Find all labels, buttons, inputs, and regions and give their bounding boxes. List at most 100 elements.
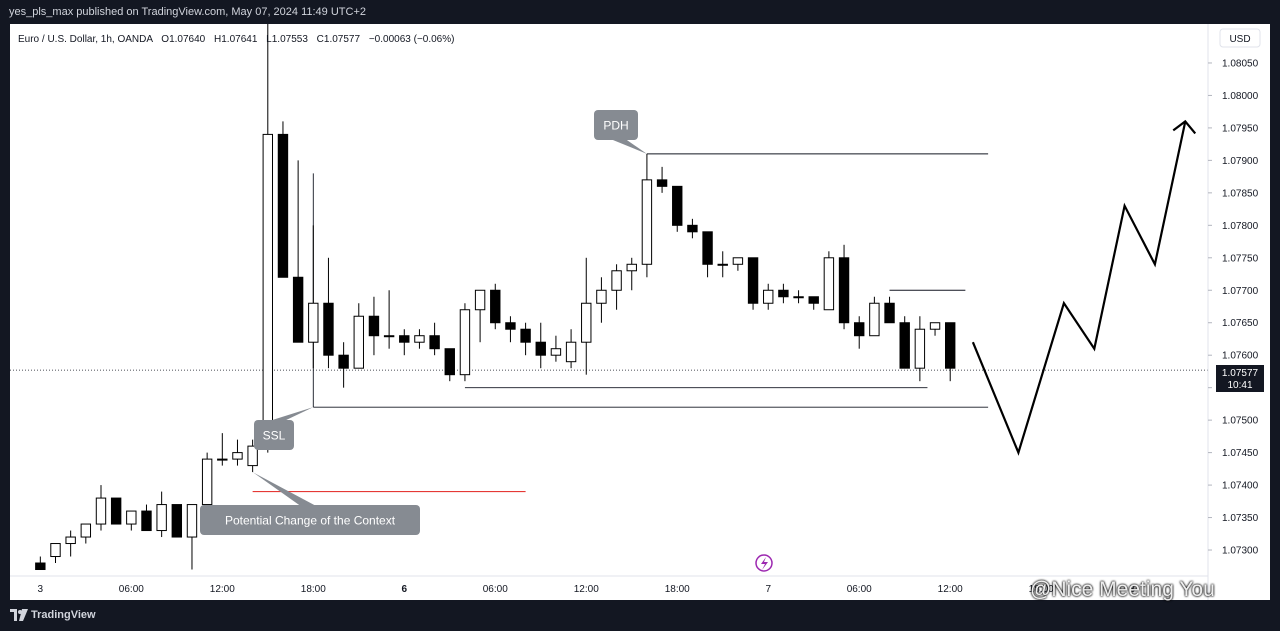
candle[interactable] (838, 244, 850, 330)
pdh-label-box (594, 110, 638, 140)
price-tick-label: 1.07800 (1222, 221, 1259, 232)
price-tick-label: 1.07850 (1222, 188, 1259, 199)
candle[interactable] (672, 185, 683, 232)
candle-body-up (763, 289, 774, 304)
candle[interactable] (110, 497, 122, 525)
lightning-icon (761, 557, 768, 570)
candle-body-up (80, 523, 92, 538)
candle-body-down (747, 257, 759, 304)
candle[interactable] (323, 257, 334, 369)
candle[interactable] (914, 316, 926, 382)
candle[interactable] (732, 257, 744, 271)
candle[interactable] (899, 316, 910, 369)
candle[interactable] (459, 303, 471, 382)
candle[interactable] (171, 504, 183, 538)
candle[interactable] (201, 452, 213, 512)
candle-body-up (353, 315, 364, 369)
candle[interactable] (535, 322, 546, 369)
tradingview-logo-icon (10, 609, 28, 621)
candle[interactable] (414, 329, 425, 349)
candle[interactable] (808, 296, 819, 310)
ssl-label-pointer (266, 407, 314, 422)
candle-body-up (414, 335, 425, 343)
candle[interactable] (596, 277, 607, 323)
candle[interactable] (338, 342, 349, 388)
candle[interactable] (778, 283, 789, 304)
candle-body-up (65, 536, 76, 545)
price-tick-label: 1.07500 (1222, 416, 1259, 427)
candle[interactable] (50, 543, 61, 564)
candle[interactable] (353, 303, 364, 369)
candle[interactable] (656, 166, 668, 193)
candle-body-down (35, 562, 46, 571)
candle[interactable] (80, 523, 92, 544)
candle[interactable] (550, 335, 562, 362)
context-label: Potential Change of the Context (200, 472, 420, 535)
candle[interactable] (429, 322, 440, 356)
chart-frame[interactable]: PDH SSL Potential Change of the Context 1.… (10, 24, 1270, 600)
candle[interactable] (292, 160, 304, 343)
candle[interactable] (95, 485, 107, 531)
candle-body-up (50, 543, 61, 558)
candle[interactable] (763, 283, 774, 310)
projection-path (971, 121, 1187, 456)
context-label-pointer (252, 472, 318, 507)
candle[interactable] (823, 251, 835, 311)
time-tick-label: 18:00 (665, 584, 690, 595)
candle-body-up (869, 302, 880, 337)
candle[interactable] (247, 439, 258, 473)
candle[interactable] (399, 329, 410, 356)
time-tick-label: 18:00 (301, 584, 326, 595)
candle[interactable] (141, 504, 152, 532)
candle[interactable] (565, 329, 577, 369)
candle[interactable] (687, 218, 698, 239)
candle[interactable] (747, 257, 759, 310)
candle[interactable] (945, 322, 956, 382)
candle[interactable] (854, 316, 865, 349)
candle[interactable] (793, 290, 804, 304)
candle[interactable] (262, 24, 273, 453)
candle[interactable] (702, 231, 713, 278)
candle-layer[interactable] (35, 24, 956, 571)
candle-body-up (929, 322, 941, 330)
candle[interactable] (626, 257, 637, 291)
candle-body-down (672, 185, 683, 226)
candle-body-up (626, 263, 637, 272)
candle-body-down (945, 322, 956, 369)
candle[interactable] (186, 504, 198, 570)
candle[interactable] (929, 322, 941, 336)
candle[interactable] (474, 289, 486, 343)
candle[interactable] (383, 290, 395, 349)
candle[interactable] (884, 296, 895, 324)
candle-body-up (823, 257, 835, 311)
candle[interactable] (126, 510, 137, 531)
price-chart[interactable]: PDH SSL Potential Change of the Context 1.… (10, 24, 1270, 600)
candle[interactable] (444, 348, 455, 382)
candle[interactable] (35, 556, 46, 571)
candle[interactable] (611, 264, 622, 310)
currency-button[interactable] (1219, 28, 1261, 48)
candle[interactable] (505, 316, 516, 343)
price-tick-label: 1.07900 (1222, 156, 1259, 167)
candle[interactable] (217, 433, 228, 466)
candle-body-down (399, 335, 410, 343)
candle-body-down (141, 510, 152, 532)
projection-arrow-icon (1172, 119, 1197, 135)
candle[interactable] (277, 121, 289, 278)
candle[interactable] (156, 491, 167, 538)
candle[interactable] (65, 530, 76, 557)
candle[interactable] (490, 283, 501, 330)
candle[interactable] (232, 439, 243, 466)
candle[interactable] (308, 225, 319, 369)
price-tick-label: 1.08000 (1222, 91, 1259, 102)
candle[interactable] (869, 296, 880, 337)
candle[interactable] (368, 296, 380, 356)
label-layer: PDH SSL Potential Change of the Context (200, 110, 647, 535)
legend-close-label: C (317, 34, 324, 45)
candle[interactable] (717, 251, 728, 278)
legend-symbol: Euro / U.S. Dollar, 1h, OANDA (18, 34, 153, 45)
candle[interactable] (581, 257, 592, 375)
candle-body-up (596, 289, 607, 304)
candle[interactable] (520, 322, 531, 356)
candle[interactable] (641, 153, 653, 278)
